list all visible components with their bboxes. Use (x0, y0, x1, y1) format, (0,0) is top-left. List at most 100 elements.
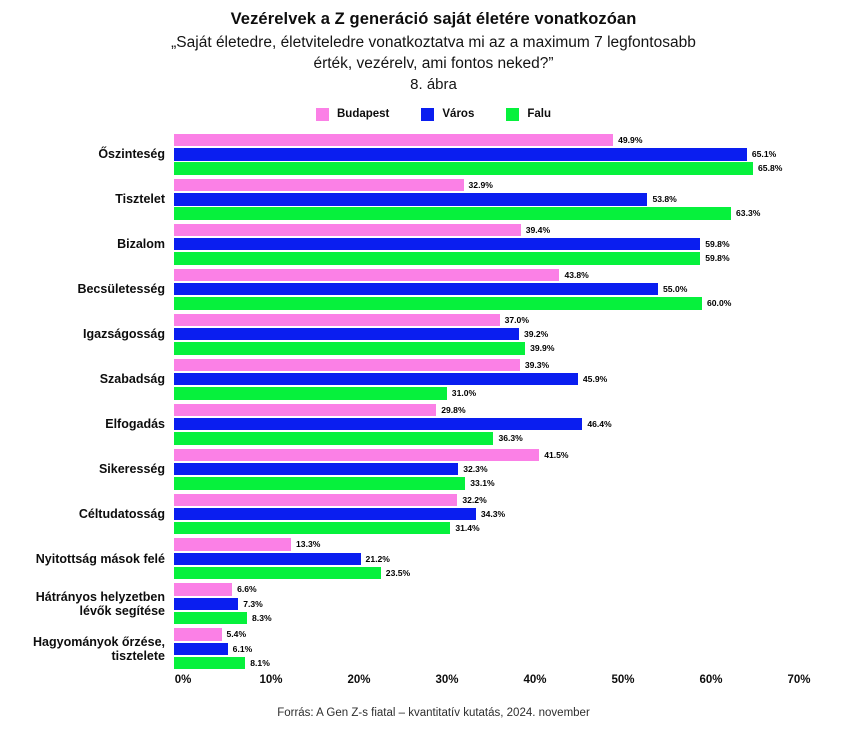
bar-line: 53.8% (174, 192, 790, 206)
chart-row: Sikeresség 41.5% 32.3% 33.1% (0, 448, 867, 490)
bar-budapest (174, 628, 222, 641)
bar-budapest (174, 538, 292, 552)
bar-value-label: 21.2% (365, 553, 390, 564)
bar-falu (174, 252, 701, 265)
x-axis-tick: 70% (787, 674, 811, 687)
bar-value-label: 41.5% (544, 449, 569, 460)
bar-value-label: 55.0% (663, 283, 688, 294)
bar-falu (174, 162, 754, 175)
chart-subtitle: „Saját életedre, életviteledre vonatkozt… (0, 32, 867, 75)
legend-item-falu: Falu (506, 107, 551, 121)
bar-line: 65.8% (174, 162, 790, 175)
source-note: Forrás: A Gen Z-s fiatal – kvantitatív k… (277, 707, 590, 720)
bar-line: 55.0% (174, 282, 790, 296)
bar-group: 49.9% 65.1% 65.8% (174, 133, 790, 175)
chart-row: Elfogadás 29.8% 46.4% 36.3% (0, 403, 867, 445)
bar-line: 31.4% (174, 521, 790, 535)
chart-row: Igazságosság 37.0% 39.2% 39.9% (0, 313, 867, 355)
bar-group: 37.0% 39.2% 39.9% (174, 313, 790, 355)
bar-falu (174, 431, 494, 445)
bar-budapest (174, 403, 437, 417)
category-label-text: Hagyományok őrzése, tisztelete (33, 634, 165, 663)
bar-value-label: 6.1% (232, 643, 253, 654)
bar-value-label: 8.3% (252, 612, 272, 623)
category-label-text: Elfogadás (105, 416, 165, 431)
bar-line: 43.8% (174, 268, 790, 282)
bar-line: 23.5% (174, 566, 790, 580)
bar-falu (174, 342, 526, 355)
bar-line: 36.3% (174, 431, 790, 445)
bar-város (174, 372, 578, 386)
figure-number: 8. ábra (410, 75, 457, 93)
x-axis-tick: 30% (435, 674, 459, 687)
bar-line: 6.6% (174, 583, 790, 597)
chart-row: Hagyományok őrzése, tisztelete 5.4% 6.1% 8.… (0, 628, 867, 670)
legend-item-budapest: Budapest (315, 107, 389, 121)
bar-value-label: 33.1% (470, 477, 495, 488)
bar-város (174, 147, 747, 161)
bar-line: 37.0% (174, 313, 790, 327)
bar-group: 29.8% 46.4% 36.3% (174, 403, 790, 445)
bar-chart: Őszinteség 49.9% 65.1% 65.8% Tisztelet 32.9% 5… (0, 133, 867, 670)
bar-value-label: 5.4% (226, 629, 247, 640)
bar-line: 8.3% (174, 611, 790, 625)
bar-line: 39.9% (174, 342, 790, 355)
bar-város (174, 642, 228, 656)
chart-row: Bizalom 39.4% 59.8% 59.8% (0, 223, 867, 265)
legend-label: Falu (527, 108, 551, 121)
bar-value-label: 6.6% (237, 584, 257, 595)
legend-label: Város (442, 108, 475, 121)
chart-legend: Budapest Város Falu (0, 107, 867, 121)
bar-value-label: 49.9% (618, 134, 643, 145)
bar-value-label: 59.8% (705, 238, 730, 249)
bar-value-label: 7.3% (243, 598, 263, 609)
bar-budapest (174, 358, 520, 372)
chart-subtitle-line2: érték, vezérelv, ami fontos neked?” (313, 55, 554, 73)
bar-value-label: 32.2% (462, 494, 487, 505)
category-label-text: Nyitottság mások felé (35, 551, 165, 566)
bar-value-label: 34.3% (480, 508, 506, 519)
bar-value-label: 65.1% (751, 148, 777, 159)
bar-line: 13.3% (174, 538, 790, 552)
bar-line: 32.9% (174, 178, 790, 192)
chart-row: Nyitottság mások felé 13.3% 21.2% 23.5% (0, 538, 867, 580)
category-label-text: Szabadság (99, 371, 165, 386)
bar-line: 32.2% (174, 493, 790, 507)
category-label: Céltudatosság (0, 494, 174, 535)
bar-város (174, 552, 361, 566)
bar-line: 41.5% (174, 448, 790, 462)
bar-line: 60.0% (174, 297, 790, 310)
bar-group: 13.3% 21.2% 23.5% (174, 538, 790, 580)
bar-budapest (174, 448, 540, 462)
bar-budapest (174, 313, 500, 327)
legend-item-város: Város (421, 107, 475, 121)
bar-line: 34.3% (174, 507, 790, 521)
bar-value-label: 23.5% (385, 567, 411, 578)
legend-swatch-budapest (315, 107, 329, 121)
x-axis-tick: 10% (259, 674, 283, 687)
bar-value-label: 31.0% (451, 387, 477, 398)
bar-line: 8.1% (174, 656, 790, 670)
x-axis-tick: 60% (699, 674, 723, 687)
bar-value-label: 32.9% (468, 179, 493, 190)
bar-falu (174, 297, 702, 310)
bar-város (174, 417, 583, 431)
category-label: Sikeresség (0, 449, 174, 490)
bar-value-label: 37.0% (504, 314, 529, 325)
x-axis-tick: 0% (174, 674, 192, 687)
bar-group: 39.3% 45.9% 31.0% (174, 358, 790, 400)
bar-line: 33.1% (174, 476, 790, 490)
bar-line: 29.8% (174, 403, 790, 417)
chart-row: Szabadság 39.3% 45.9% 31.0% (0, 358, 867, 400)
x-axis-tick: 50% (611, 674, 635, 687)
bar-budapest (174, 583, 233, 597)
category-label: Hagyományok őrzése, tisztelete (0, 628, 174, 669)
bar-line: 59.8% (174, 252, 790, 265)
bar-group: 32.9% 53.8% 63.3% (174, 178, 790, 220)
bar-falu (174, 476, 466, 490)
legend-swatch-város (421, 107, 435, 121)
bar-value-label: 63.3% (736, 208, 761, 219)
bar-falu (174, 566, 381, 580)
chart-title: Vezérelvek a Z generáció saját életére v… (230, 10, 637, 28)
bar-line: 39.3% (174, 358, 790, 372)
